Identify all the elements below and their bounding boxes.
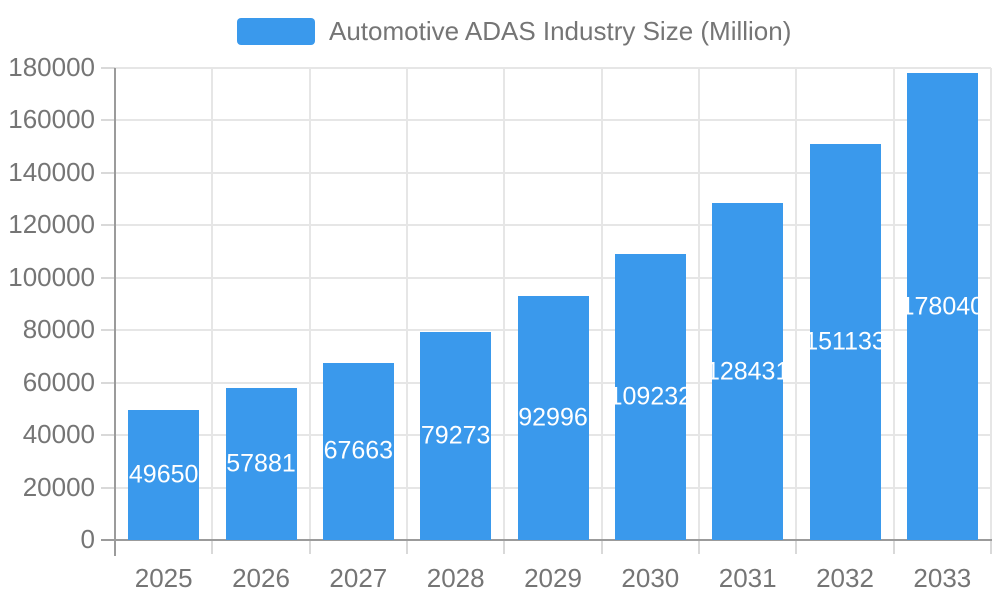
y-axis-label: 180000 — [8, 52, 95, 82]
x-axis-tick — [990, 540, 992, 554]
y-axis-tick — [101, 381, 115, 384]
y-axis-tick — [101, 224, 115, 227]
gridline-vertical — [308, 68, 311, 540]
x-axis-label: 2031 — [718, 563, 777, 593]
gridline-horizontal — [115, 67, 991, 69]
x-axis-label: 2026 — [232, 563, 290, 593]
y-axis-tick — [101, 434, 115, 437]
x-axis-label: 2030 — [621, 563, 680, 593]
x-axis-tick — [406, 540, 408, 554]
gridline-horizontal — [115, 224, 991, 227]
x-axis-tick — [795, 540, 798, 554]
bar-2030[interactable] — [614, 253, 686, 540]
gridline-vertical — [211, 68, 214, 540]
y-axis-label: 40000 — [22, 419, 95, 450]
x-axis-tick — [503, 540, 506, 554]
gridline-horizontal — [115, 171, 991, 174]
gridline-vertical — [406, 68, 408, 540]
legend-item[interactable]: Automotive ADAS Industry Size (Million) — [237, 16, 791, 46]
gridline-vertical — [795, 68, 798, 540]
y-axis-label: 120000 — [8, 209, 95, 240]
bar-2031[interactable] — [712, 203, 784, 540]
legend-swatch — [237, 17, 315, 45]
x-axis-label: 2033 — [913, 563, 972, 593]
gridline-vertical — [698, 68, 700, 540]
gridline-horizontal — [115, 119, 991, 122]
y-axis-tick — [101, 276, 115, 279]
y-axis-label: 0 — [80, 524, 95, 554]
y-axis-label: 140000 — [8, 156, 95, 187]
legend-label: Automotive ADAS Industry Size (Million) — [329, 16, 792, 46]
x-axis-label: 2032 — [816, 563, 874, 593]
x-axis-tick — [600, 540, 603, 554]
x-axis-tick — [308, 540, 311, 554]
gridline-horizontal — [115, 276, 991, 279]
bar-2027[interactable] — [322, 362, 394, 540]
y-axis-line — [114, 68, 116, 556]
x-axis-label: 2027 — [329, 563, 388, 593]
x-axis-tick — [698, 540, 700, 554]
x-axis-tick — [892, 540, 895, 554]
bar-2028[interactable] — [420, 332, 492, 540]
gridline-vertical — [892, 68, 895, 540]
y-axis-tick — [101, 486, 115, 489]
bar-2026[interactable] — [225, 388, 297, 540]
x-axis-line — [101, 539, 992, 541]
x-axis-label: 2028 — [426, 563, 485, 593]
bar-2029[interactable] — [517, 296, 589, 540]
y-axis-label: 80000 — [22, 314, 95, 345]
y-axis-tick — [101, 329, 115, 332]
gridline-vertical — [600, 68, 603, 540]
x-axis-tick — [211, 540, 214, 554]
y-axis-tick — [101, 171, 115, 174]
bar-2025[interactable] — [128, 409, 200, 540]
y-axis-label: 160000 — [8, 104, 95, 135]
gridline-vertical — [990, 68, 992, 540]
gridline-vertical — [503, 68, 506, 540]
y-axis-label: 20000 — [22, 471, 95, 502]
y-axis-tick — [101, 67, 115, 69]
bar-2033[interactable] — [906, 73, 978, 540]
x-axis-label: 2025 — [134, 563, 193, 593]
y-axis-tick — [101, 119, 115, 122]
bar-2032[interactable] — [809, 143, 881, 540]
y-axis-label: 100000 — [8, 261, 95, 292]
y-axis-label: 60000 — [22, 366, 95, 397]
x-axis-label: 2029 — [524, 563, 582, 593]
